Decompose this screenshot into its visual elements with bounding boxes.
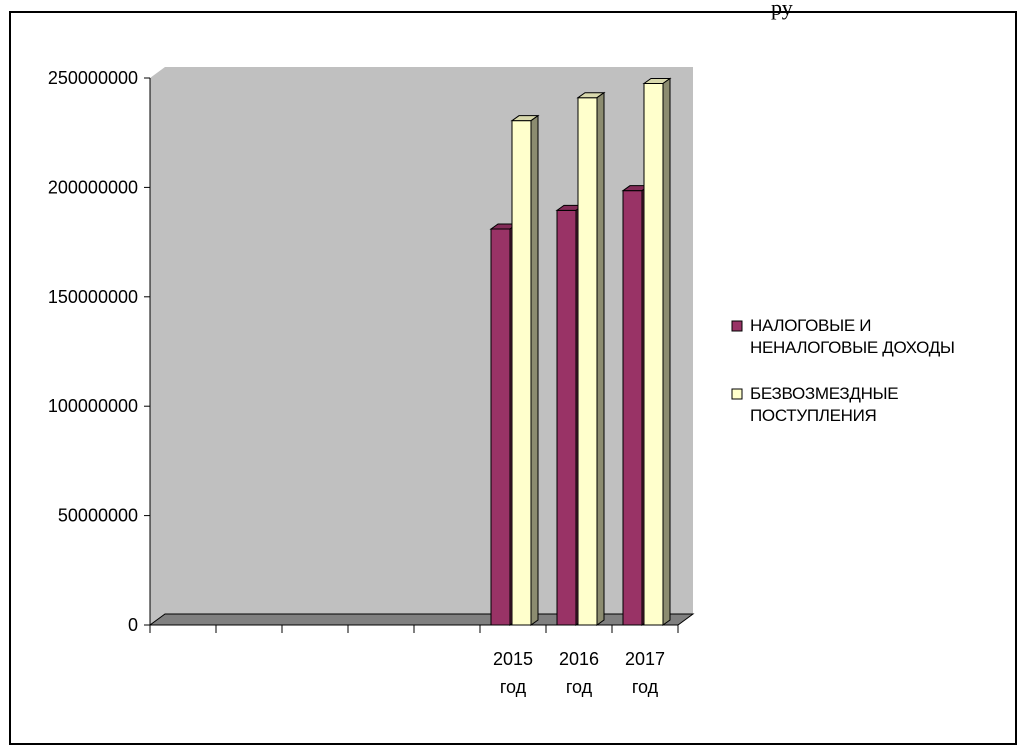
legend-label: ПОСТУПЛЕНИЯ: [750, 406, 877, 425]
x-tick-label-unit: год: [500, 677, 527, 697]
legend-label: НАЛОГОВЫЕ И: [750, 316, 871, 335]
bar: [511, 120, 532, 626]
y-tick-label: 0: [128, 615, 138, 635]
bar-side: [662, 77, 671, 626]
side-wall: [150, 67, 165, 625]
bar: [622, 190, 643, 626]
y-tick-label: 100000000: [48, 396, 138, 416]
bar: [643, 82, 664, 626]
x-tick-label: 2016: [559, 649, 599, 669]
legend-label: НЕНАЛОГОВЫЕ ДОХОДЫ: [750, 338, 955, 357]
bar: [577, 97, 598, 626]
legend-swatch: [731, 388, 743, 400]
x-tick-label-unit: год: [632, 677, 659, 697]
x-tick-label: 2017: [625, 649, 665, 669]
y-tick-label: 250000000: [48, 68, 138, 88]
legend-swatch: [731, 320, 743, 332]
y-tick-label: 50000000: [58, 506, 138, 526]
header-fragment: ру: [771, 0, 793, 20]
y-tick-label: 200000000: [48, 177, 138, 197]
bar-side: [596, 91, 605, 626]
back-wall: [165, 67, 693, 614]
x-tick-label-unit: год: [566, 677, 593, 697]
bar-side: [530, 114, 539, 626]
legend-label: БЕЗВОЗМЕЗДНЫЕ: [750, 384, 898, 403]
bar: [556, 209, 577, 626]
bar: [490, 228, 511, 626]
floor: [148, 613, 695, 626]
x-tick-label: 2015: [493, 649, 533, 669]
y-tick-label: 150000000: [48, 287, 138, 307]
